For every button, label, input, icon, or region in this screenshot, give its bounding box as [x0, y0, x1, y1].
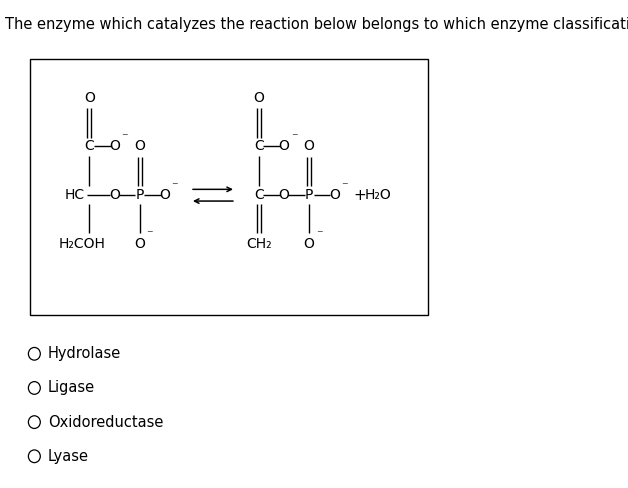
Text: O: O [134, 140, 145, 153]
Text: HC: HC [65, 188, 85, 202]
Text: Ligase: Ligase [48, 381, 95, 395]
Text: O: O [109, 140, 120, 153]
Text: O: O [160, 188, 170, 202]
Text: C: C [254, 140, 264, 153]
Text: Hydrolase: Hydrolase [48, 346, 121, 361]
Text: The enzyme which catalyzes the reaction below belongs to which enzyme classifica: The enzyme which catalyzes the reaction … [6, 17, 628, 32]
Text: H₂COH: H₂COH [59, 237, 106, 251]
Text: O: O [84, 91, 95, 104]
Text: H₂O: H₂O [364, 188, 391, 202]
Text: O: O [253, 91, 264, 104]
Text: C: C [254, 188, 264, 202]
Text: O: O [134, 237, 145, 251]
Text: ⁻: ⁻ [291, 131, 297, 144]
Text: +: + [353, 188, 366, 203]
Text: O: O [329, 188, 340, 202]
Bar [30, 59, 428, 315]
Text: O: O [304, 140, 315, 153]
Text: P: P [305, 188, 313, 202]
Text: P: P [136, 188, 144, 202]
Text: ⁻: ⁻ [341, 180, 348, 193]
Text: ⁻: ⁻ [121, 131, 128, 144]
Text: ⁻: ⁻ [316, 229, 323, 242]
Text: CH₂: CH₂ [246, 237, 271, 251]
Text: ⁻: ⁻ [171, 180, 178, 193]
Text: O: O [278, 140, 290, 153]
Text: Oxidoreductase: Oxidoreductase [48, 415, 163, 429]
Text: O: O [304, 237, 315, 251]
Text: Lyase: Lyase [48, 449, 89, 464]
Text: O: O [109, 188, 120, 202]
Text: O: O [278, 188, 290, 202]
Text: C: C [84, 140, 94, 153]
Text: ⁻: ⁻ [146, 229, 153, 242]
